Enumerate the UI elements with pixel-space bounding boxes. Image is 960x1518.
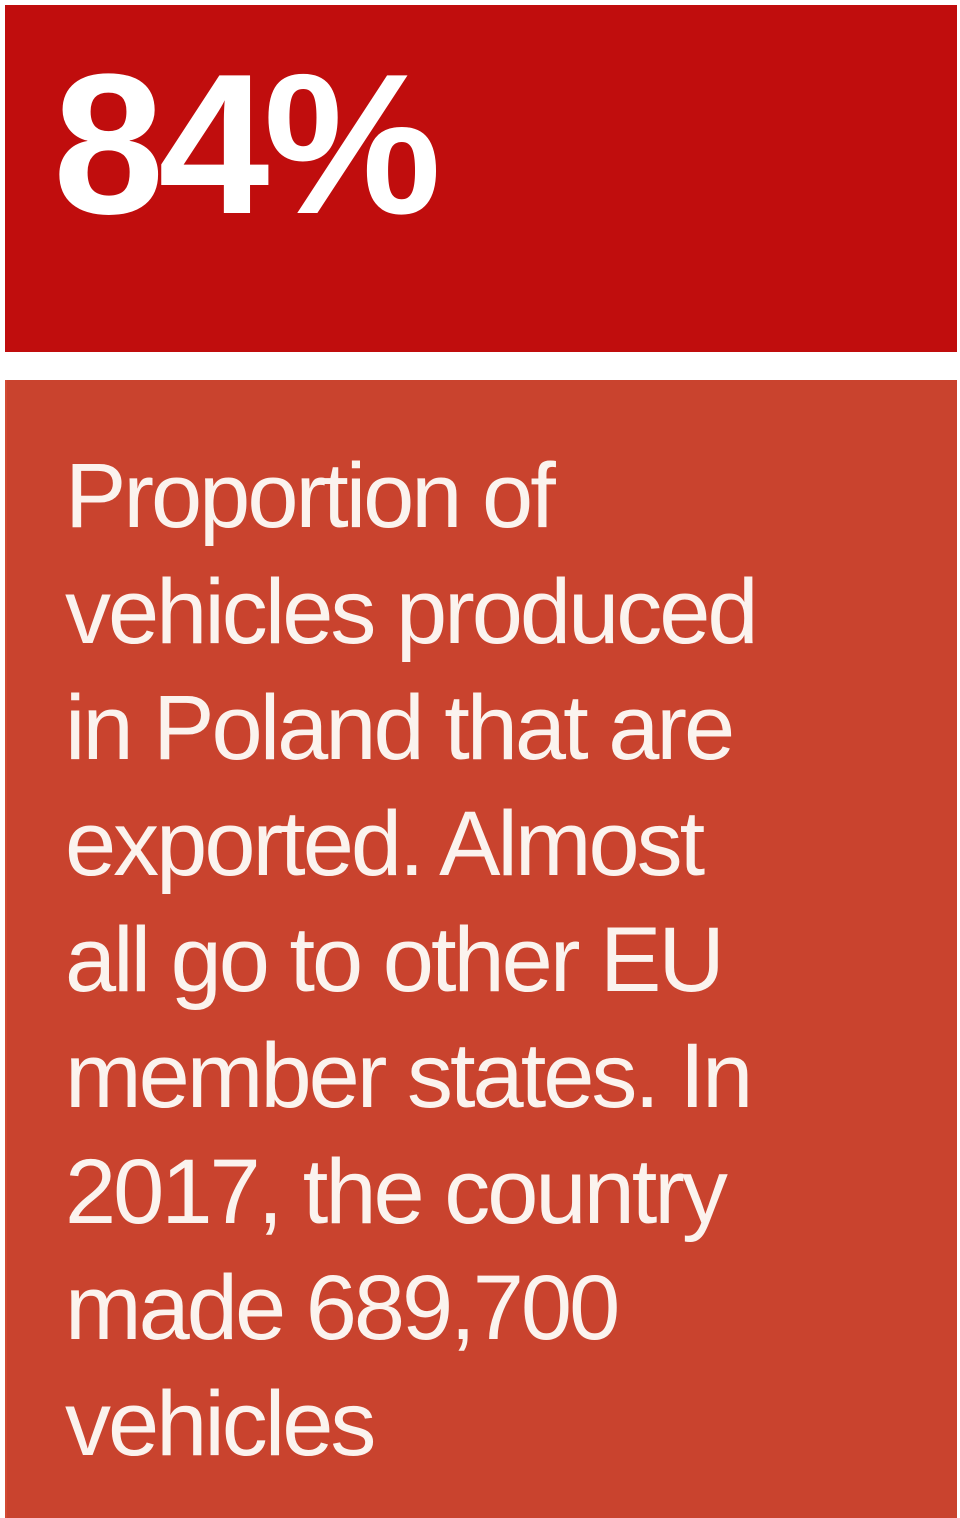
description-line: 2017, the country xyxy=(65,1141,728,1243)
description-line: Proportion of xyxy=(65,445,556,547)
description-line: member states. In xyxy=(65,1025,753,1127)
description-line: vehicles xyxy=(65,1373,376,1475)
description-line: all go to other EU xyxy=(65,909,725,1011)
stat-panel: 84% xyxy=(5,5,957,352)
description-line: made 689,700 xyxy=(65,1257,620,1359)
description-line: in Poland that are xyxy=(65,677,735,779)
stat-value: 84% xyxy=(53,33,441,256)
description-panel: Proportion of vehicles produced in Polan… xyxy=(5,380,957,1518)
description-line: vehicles produced xyxy=(65,561,759,663)
description-text: Proportion of vehicles produced in Polan… xyxy=(65,438,759,1482)
description-line: exported. Almost xyxy=(65,793,705,895)
